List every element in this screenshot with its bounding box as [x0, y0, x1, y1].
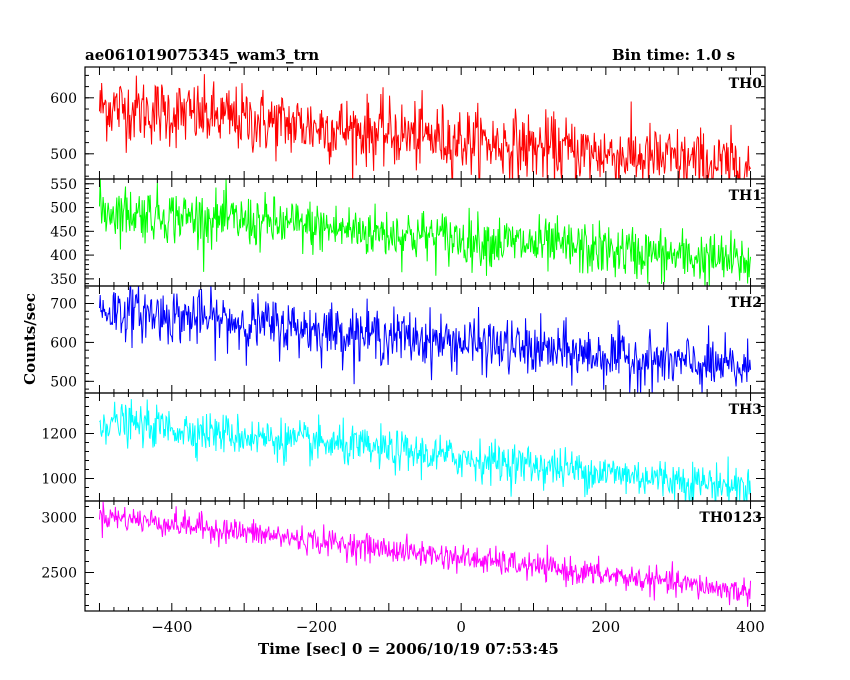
x-tick-label: 200 [592, 618, 621, 636]
series-line-th2 [98, 286, 752, 393]
y-axis-label: Counts/sec [21, 293, 39, 385]
series-label-th0: TH0 [729, 76, 763, 92]
series-label-th0123: TH0123 [699, 510, 762, 526]
y-tick-label: 600 [50, 335, 77, 351]
series-label-th2: TH2 [729, 295, 762, 311]
series-line-th0 [98, 74, 751, 179]
panel-frame [84, 66, 766, 180]
series-label-th1: TH1 [729, 188, 762, 204]
series-line-th1 [98, 179, 752, 286]
y-tick-label: 1200 [41, 427, 77, 443]
series-line-th0123 [98, 501, 752, 607]
chart-title: ae061019075345_wam3_trn [85, 46, 320, 64]
y-tick-label: 550 [50, 177, 77, 193]
y-tick-label: 400 [50, 248, 77, 264]
y-tick-label: 500 [50, 201, 77, 217]
y-tick-label: 350 [50, 272, 77, 288]
y-tick-label: 2500 [41, 566, 77, 582]
y-tick-label: 600 [50, 91, 77, 107]
y-tick-label: 500 [50, 147, 77, 163]
y-tick-label: 3000 [41, 511, 77, 527]
panel-frame [84, 500, 766, 612]
series-line-th3 [99, 399, 752, 501]
x-tick-label: −200 [296, 618, 337, 636]
y-tick-label: 1000 [41, 472, 77, 488]
y-tick-label: 450 [50, 224, 77, 240]
series-label-th3: TH3 [729, 402, 762, 418]
y-tick-label: 500 [50, 374, 77, 390]
bin-time-label: Bin time: 1.0 s [612, 46, 736, 64]
y-tick-label: 700 [50, 297, 77, 313]
x-tick-label: 400 [736, 618, 765, 636]
x-tick-label: 0 [456, 618, 466, 636]
x-axis-label: Time [sec] 0 = 2006/10/19 07:53:45 [258, 640, 559, 658]
x-tick-label: −400 [151, 618, 192, 636]
